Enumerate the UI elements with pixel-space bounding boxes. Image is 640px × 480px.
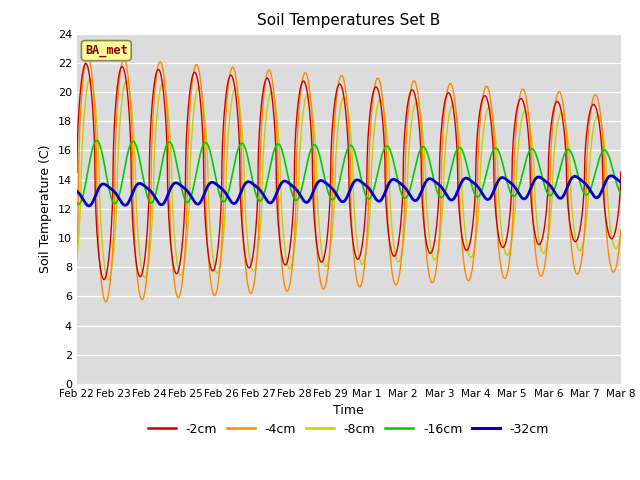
- Title: Soil Temperatures Set B: Soil Temperatures Set B: [257, 13, 440, 28]
- Text: BA_met: BA_met: [85, 44, 128, 57]
- Legend: -2cm, -4cm, -8cm, -16cm, -32cm: -2cm, -4cm, -8cm, -16cm, -32cm: [143, 418, 554, 441]
- X-axis label: Time: Time: [333, 405, 364, 418]
- Y-axis label: Soil Temperature (C): Soil Temperature (C): [39, 144, 52, 273]
